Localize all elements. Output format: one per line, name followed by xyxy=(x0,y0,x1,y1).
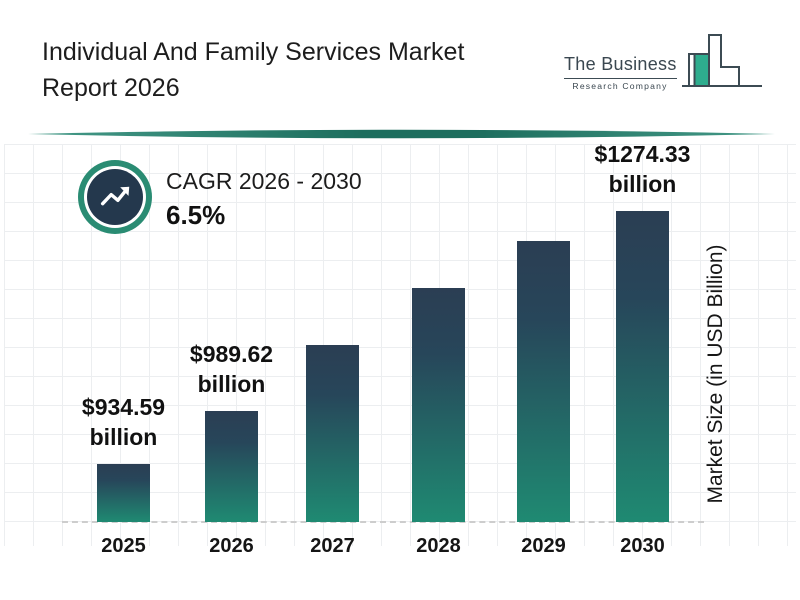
trending-up-icon xyxy=(100,186,130,206)
bar-value-label: $934.59 billion xyxy=(82,392,165,452)
x-axis-tick-label: 2028 xyxy=(416,535,461,557)
brand-name: The Business xyxy=(564,54,677,79)
bar-2025 xyxy=(97,464,150,522)
bar-value-line1: $1274.33 xyxy=(594,141,691,167)
bar-value-line2: billion xyxy=(608,171,677,197)
bar-group-2028: 2028 xyxy=(384,276,494,557)
bar-group-2027: 2027 xyxy=(278,333,388,557)
bar-group-2025: $934.59 billion 2025 xyxy=(69,392,179,557)
bar-2027 xyxy=(306,345,359,522)
logo-bars-icon xyxy=(682,34,762,87)
x-axis-tick-label: 2025 xyxy=(101,535,146,557)
x-axis-tick-label: 2029 xyxy=(521,535,566,557)
bar-value-line1: $989.62 xyxy=(189,341,274,367)
brand-subtitle: Research Company xyxy=(572,81,668,91)
bar-2026 xyxy=(205,411,258,522)
bar-2030 xyxy=(616,211,669,522)
page-title: Individual And Family Services Market Re… xyxy=(42,34,464,106)
brand-logo: The Business Research Company xyxy=(560,30,770,110)
bar-group-2029: 2029 xyxy=(489,229,599,557)
cagr-label: CAGR 2026 - 2030 xyxy=(166,168,362,194)
bar-2028 xyxy=(412,288,465,522)
page-title-line2: Report 2026 xyxy=(42,74,180,102)
bar-value-label: $989.62 billion xyxy=(190,339,273,399)
y-axis-label: Market Size (in USD Billion) xyxy=(704,244,727,504)
bar-value-label: $1274.33 billion xyxy=(595,139,691,199)
x-axis-tick-label: 2026 xyxy=(209,535,254,557)
cagr-badge xyxy=(78,160,152,234)
page-title-line1: Individual And Family Services Market xyxy=(42,38,465,66)
cagr-value: 6.5% xyxy=(166,200,226,230)
x-axis-tick-label: 2030 xyxy=(620,535,665,557)
bar-value-line1: $934.59 xyxy=(81,394,166,420)
brand-logo-text: The Business Research Company xyxy=(564,54,677,91)
bar-2029 xyxy=(517,241,570,522)
chart-baseline xyxy=(62,521,704,523)
cagr-badge-inner xyxy=(87,169,143,225)
bar-value-line2: billion xyxy=(89,424,158,450)
x-axis-tick-label: 2027 xyxy=(310,535,355,557)
bar-value-line2: billion xyxy=(197,371,266,397)
bar-group-2030: $1274.33 billion 2030 xyxy=(588,139,698,557)
bar-group-2026: $989.62 billion 2026 xyxy=(177,339,287,557)
divider-swoosh xyxy=(28,129,775,139)
